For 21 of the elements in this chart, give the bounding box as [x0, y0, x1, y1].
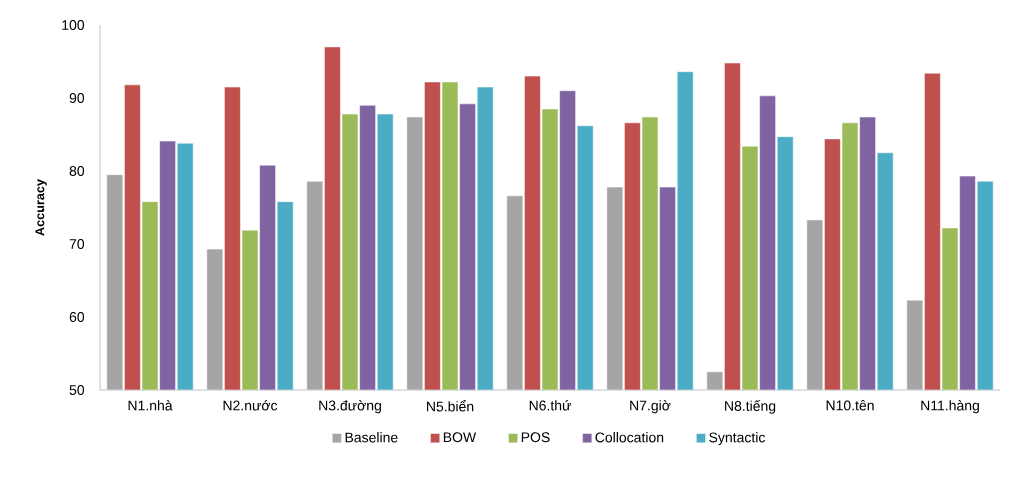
x-tick-label: N11.hàng: [921, 400, 979, 414]
y-tick-label: 100: [62, 20, 85, 30]
y-tick-label: 50: [69, 385, 85, 395]
y-tick-label: 80: [69, 166, 85, 176]
x-tick-label: N7.giờ: [630, 400, 671, 414]
y-tick-label: 90: [69, 93, 85, 103]
legend-label: Collocation: [595, 432, 664, 443]
legend-label: BOW: [443, 432, 477, 443]
x-tick-label: N5.biển: [427, 400, 474, 412]
x-tick-label: N1.nhà: [128, 400, 173, 411]
x-tick-label: N10.tên: [826, 400, 874, 411]
legend-label: Syntactic: [709, 432, 766, 446]
legend-label: POS: [521, 432, 550, 443]
y-tick-label: 70: [69, 239, 85, 249]
x-tick-label: N2.nước: [223, 400, 278, 411]
x-tick-label: N8.tiếng: [725, 400, 776, 414]
legend-label: Baseline: [345, 432, 398, 443]
x-tick-label: N6.thứ: [529, 400, 571, 411]
y-tick-label: 60: [69, 312, 85, 322]
x-tick-label: N3.đường: [319, 400, 381, 414]
y-axis-title: Accuracy: [35, 179, 47, 236]
